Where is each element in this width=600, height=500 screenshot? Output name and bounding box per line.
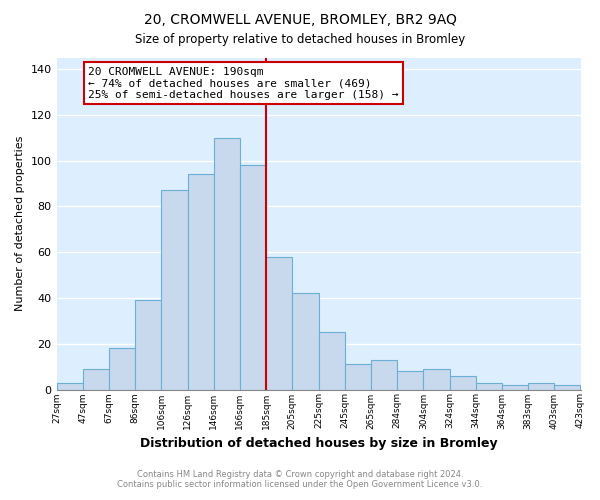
Bar [345,364,371,390]
Bar [266,256,292,390]
Bar [109,348,135,390]
Bar [188,174,214,390]
Bar [528,382,554,390]
Text: 20, CROMWELL AVENUE, BROMLEY, BR2 9AQ: 20, CROMWELL AVENUE, BROMLEY, BR2 9AQ [143,12,457,26]
Bar [240,165,266,390]
Bar [424,369,449,390]
Bar [476,382,502,390]
Bar [161,190,188,390]
Bar [371,360,397,390]
Bar [214,138,240,390]
Text: Size of property relative to detached houses in Bromley: Size of property relative to detached ho… [135,32,465,46]
Text: 20 CROMWELL AVENUE: 190sqm
← 74% of detached houses are smaller (469)
25% of sem: 20 CROMWELL AVENUE: 190sqm ← 74% of deta… [88,66,398,100]
Bar [554,385,580,390]
Text: Contains HM Land Registry data © Crown copyright and database right 2024.
Contai: Contains HM Land Registry data © Crown c… [118,470,482,489]
Bar [502,385,528,390]
Bar [83,369,109,390]
Bar [135,300,161,390]
X-axis label: Distribution of detached houses by size in Bromley: Distribution of detached houses by size … [140,437,497,450]
Bar [319,332,345,390]
Y-axis label: Number of detached properties: Number of detached properties [15,136,25,311]
Bar [397,371,424,390]
Bar [449,376,476,390]
Bar [56,382,83,390]
Bar [292,294,319,390]
